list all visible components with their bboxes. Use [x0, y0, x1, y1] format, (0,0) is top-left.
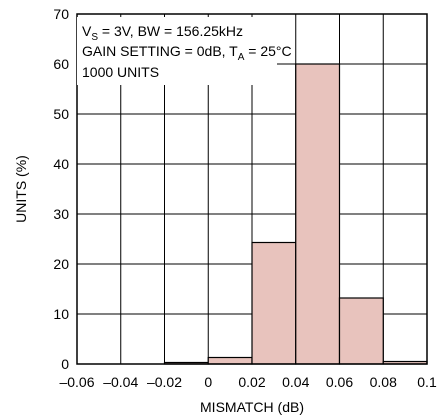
y-tick-label: 20 [53, 256, 69, 272]
annotation-line-2: GAIN SETTING = 0dB, TA = 25°C [82, 43, 292, 63]
x-tick-label: 0 [204, 374, 212, 390]
plot-frame [76, 13, 428, 365]
y-tick-label: 70 [53, 6, 69, 22]
y-tick-label: 60 [53, 56, 69, 72]
x-tick-label: –0.04 [103, 374, 138, 390]
y-axis-title: UNITS (%) [13, 155, 29, 223]
histogram-bar [295, 63, 341, 365]
x-tick-labels: –0.06 –0.04 –0.02 0 0.02 0.04 0.06 0.08 0.1 [59, 374, 436, 390]
x-tick-label: 0.08 [370, 374, 397, 390]
bars [163, 63, 428, 365]
annotation-line-1: VS = 3V, BW = 156.25kHz [82, 23, 243, 43]
x-tick-label: 0.1 [417, 374, 437, 390]
x-tick-label: 0.02 [238, 374, 265, 390]
x-tick-label: 0.06 [326, 374, 353, 390]
x-tick-label: 0.04 [282, 374, 309, 390]
annotation-box: VS = 3V, BW = 156.25kHz GAIN SETTING = 0… [77, 17, 292, 85]
histogram-bar [251, 241, 297, 365]
x-axis-title: MISMATCH (dB) [200, 399, 304, 415]
annotation-background [77, 17, 277, 85]
y-tick-label: 30 [53, 206, 69, 222]
histogram-bar [338, 297, 384, 365]
y-tick-label: 10 [53, 306, 69, 322]
x-tick-label: –0.06 [59, 374, 94, 390]
y-tick-label: 50 [53, 106, 69, 122]
histogram-bar [207, 356, 253, 365]
annotation-line-3: 1000 UNITS [82, 64, 159, 80]
x-tick-label: –0.02 [147, 374, 182, 390]
y-tick-label: 0 [61, 356, 69, 372]
y-tick-labels: 0 10 20 30 40 50 60 70 [53, 6, 69, 372]
y-tick-label: 40 [53, 156, 69, 172]
